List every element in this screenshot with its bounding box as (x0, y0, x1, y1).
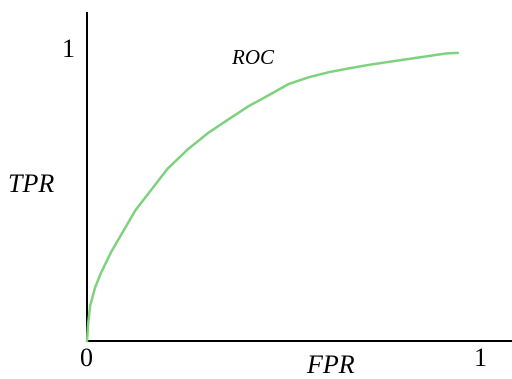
x-axis-label: FPR (306, 350, 355, 379)
series-layer (85, 51, 460, 343)
series-label-roc: ROC (231, 45, 275, 69)
x-tick-label-1: 1 (474, 343, 487, 372)
y-tick-label-1: 1 (62, 34, 75, 63)
x-tick-label-0: 0 (80, 343, 93, 372)
y-axis-label: TPR (8, 169, 54, 198)
series-line-roc (85, 51, 460, 343)
